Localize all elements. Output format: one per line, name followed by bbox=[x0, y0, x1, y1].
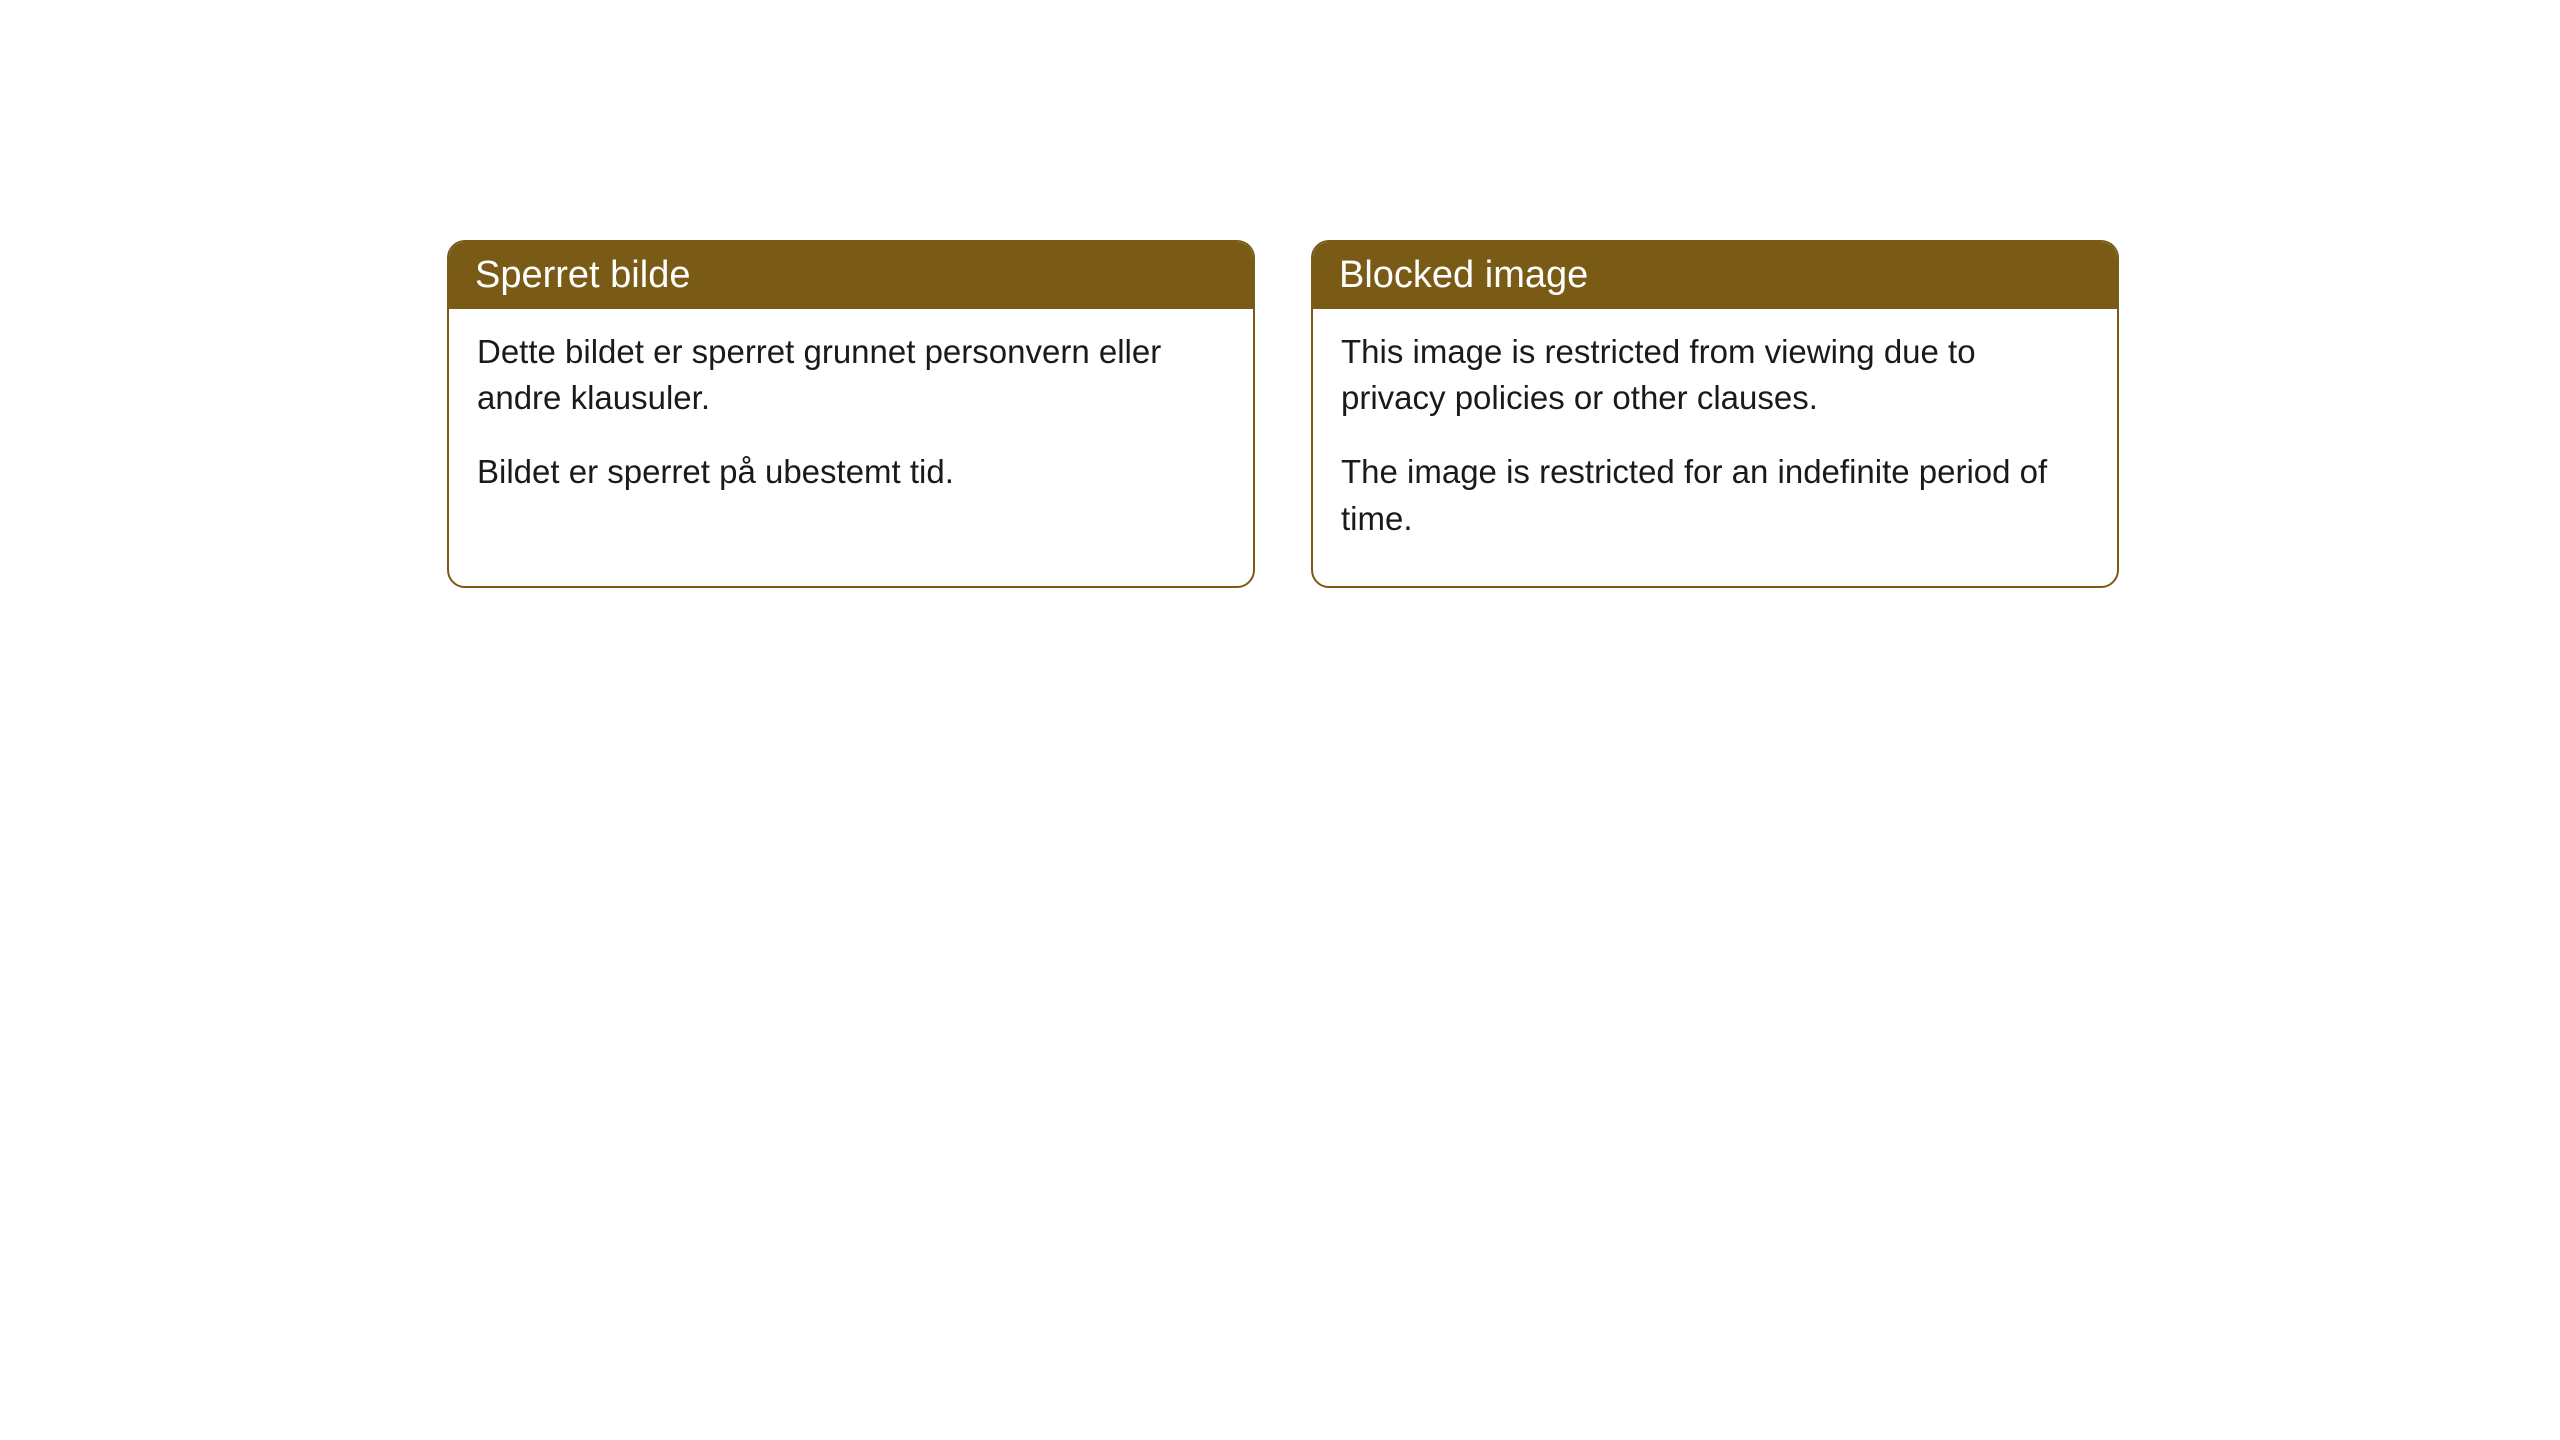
card-body-english: This image is restricted from viewing du… bbox=[1313, 309, 2117, 586]
notice-text-english-2: The image is restricted for an indefinit… bbox=[1341, 449, 2089, 541]
blocked-image-card-english: Blocked image This image is restricted f… bbox=[1311, 240, 2119, 588]
card-body-norwegian: Dette bildet er sperret grunnet personve… bbox=[449, 309, 1253, 540]
notice-text-norwegian-1: Dette bildet er sperret grunnet personve… bbox=[477, 329, 1225, 421]
card-header-english: Blocked image bbox=[1313, 242, 2117, 309]
notice-text-english-1: This image is restricted from viewing du… bbox=[1341, 329, 2089, 421]
notice-cards-container: Sperret bilde Dette bildet er sperret gr… bbox=[447, 240, 2119, 588]
blocked-image-card-norwegian: Sperret bilde Dette bildet er sperret gr… bbox=[447, 240, 1255, 588]
notice-text-norwegian-2: Bildet er sperret på ubestemt tid. bbox=[477, 449, 1225, 495]
card-header-norwegian: Sperret bilde bbox=[449, 242, 1253, 309]
